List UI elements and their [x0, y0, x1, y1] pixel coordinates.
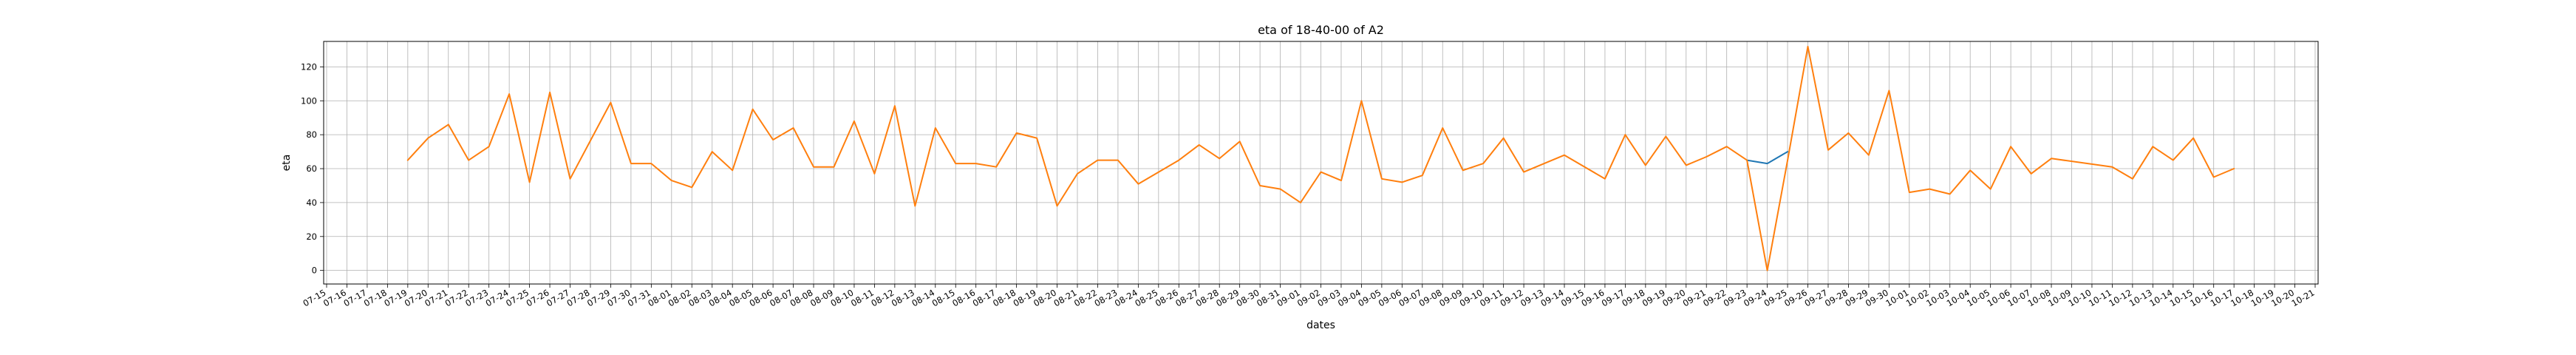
y-tick-label: 0 [312, 266, 317, 276]
x-tick-label: 10-21 [2290, 287, 2317, 308]
series-layer [406, 45, 2235, 271]
y-tick-label: 100 [301, 95, 317, 106]
y-axis: 0 20 40 60 80 100 120 [301, 61, 324, 276]
y-tick-label: 20 [306, 231, 317, 242]
chart-title: eta of 18-40-00 of A2 [1258, 23, 1384, 37]
x-axis: 07-1507-1607-1707-1807-1907-2007-2107-22… [301, 284, 2317, 308]
y-tick-label: 60 [306, 163, 317, 174]
y-tick-label: 120 [301, 61, 317, 72]
y-tick-label: 80 [306, 129, 317, 140]
series-line-2 [406, 45, 2235, 271]
series-line-1 [1746, 151, 1789, 165]
grid [324, 41, 2318, 284]
y-tick-label: 40 [306, 197, 317, 208]
y-axis-label: eta [281, 155, 293, 172]
x-axis-label: dates [1306, 320, 1335, 331]
